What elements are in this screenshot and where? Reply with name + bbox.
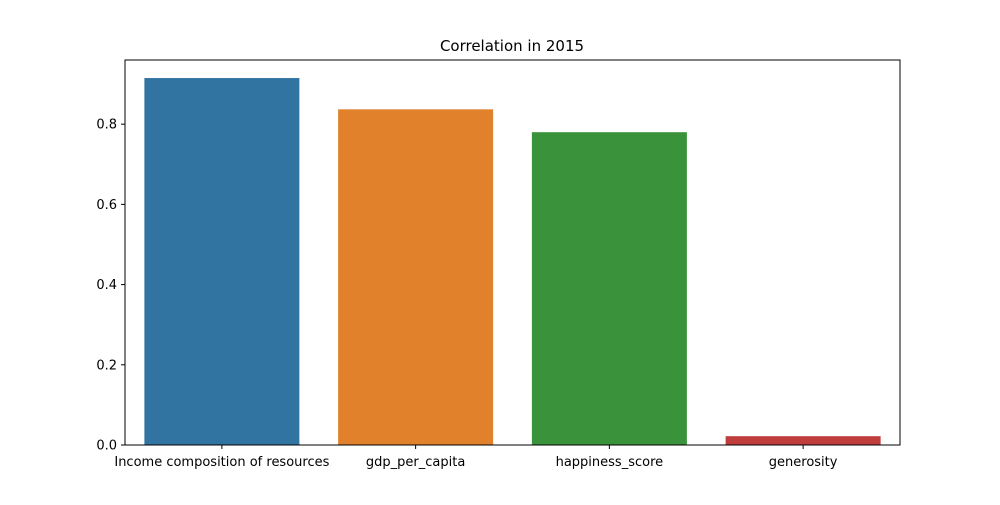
bar-1 xyxy=(338,109,494,445)
x-tick-label: Income composition of resources xyxy=(114,455,329,470)
bars-group xyxy=(144,78,881,446)
y-tick-label: 0.0 xyxy=(96,439,117,454)
y-axis: 0.0 0.2 0.4 0.6 0.8 xyxy=(96,118,125,454)
x-tick-label: happiness_score xyxy=(556,455,664,470)
x-tick-label: generosity xyxy=(769,455,838,470)
bar-0 xyxy=(144,78,300,446)
y-tick-label: 0.2 xyxy=(96,358,117,373)
x-axis: Income composition of resources gdp_per_c… xyxy=(114,445,838,470)
chart-title: Correlation in 2015 xyxy=(440,37,584,55)
bar-3 xyxy=(725,436,881,445)
plot-frame xyxy=(124,59,901,446)
x-tick-label: gdp_per_capita xyxy=(366,455,465,470)
bar-2 xyxy=(531,132,687,445)
y-tick-label: 0.4 xyxy=(96,278,117,293)
y-tick-label: 0.6 xyxy=(96,198,117,213)
y-tick-label: 0.8 xyxy=(96,118,117,133)
